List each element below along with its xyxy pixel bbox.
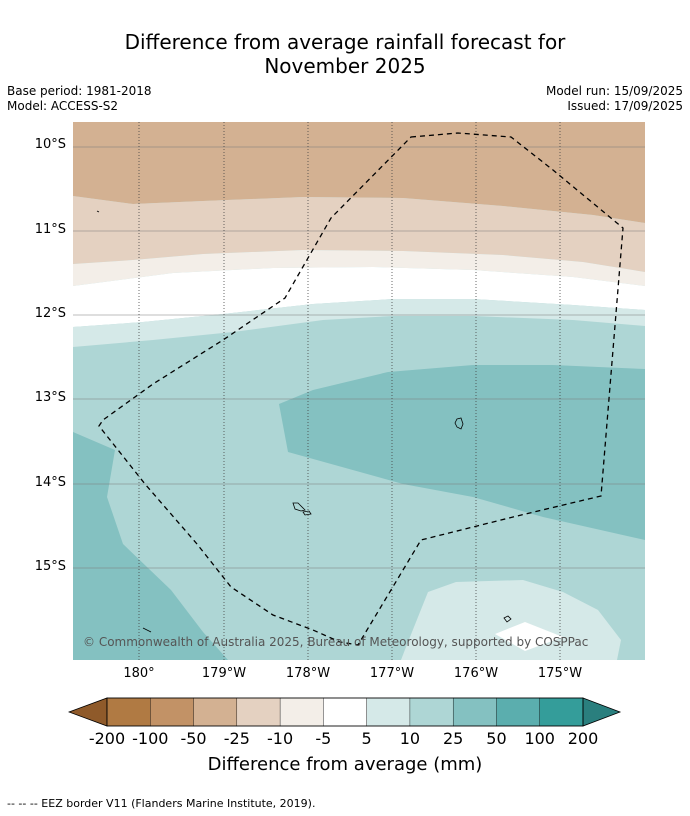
- colorbar-cell: [193, 697, 238, 727]
- colorbar-tick-label: 100: [524, 729, 555, 748]
- band-minus-10-5: [73, 250, 645, 286]
- colorbar-cell: [236, 697, 281, 727]
- issued-date: Issued: 17/09/2025: [567, 99, 683, 113]
- band-25-50-southwest: [73, 432, 228, 660]
- band-25-50-central: [279, 365, 645, 540]
- colorbar-arrow-left: [68, 697, 108, 727]
- legend-label: Difference from average (mm): [207, 754, 483, 775]
- lon-label-180: 180°: [123, 666, 155, 681]
- colorbar-cell: [106, 697, 151, 727]
- colorbar-tick-label: -200: [88, 729, 126, 748]
- title-line-1: Difference from average rainfall forecas…: [124, 30, 566, 54]
- lat-label-12s: 12°S: [34, 306, 66, 321]
- colorbar-arrow-right: [582, 697, 622, 727]
- colorbar-cells: [106, 697, 584, 727]
- colorbar-tick-label: 200: [567, 729, 599, 748]
- copyright-notice: © Commonwealth of Australia 2025, Bureau…: [83, 635, 589, 649]
- title-line-2: November 2025: [264, 54, 426, 78]
- colorbar-cell: [323, 697, 368, 727]
- lon-label-178w: 178°W: [285, 666, 331, 681]
- eez-footnote: -- -- -- EEZ border V11 (Flanders Marine…: [7, 797, 316, 810]
- island-west-a: [292, 502, 306, 512]
- meta-left: Base period: 1981-2018 Model: ACCESS-S2: [7, 84, 152, 114]
- map-svg: [73, 122, 645, 660]
- colorbar-tick-label: -100: [132, 729, 169, 748]
- island-south: [503, 615, 512, 623]
- colorbar-tick-label: 10: [399, 729, 421, 748]
- colorbar-tick-label: -50: [180, 729, 207, 748]
- colorbar-cell: [279, 697, 324, 727]
- eez-border: [98, 132, 624, 646]
- colorbar-tick-label: -10: [267, 729, 294, 748]
- band-neutral-south: [495, 622, 563, 651]
- colorbar-tick-label: -5: [315, 729, 332, 748]
- colorbar-tick-label: 50: [486, 729, 507, 748]
- lat-label-13s: 13°S: [34, 390, 66, 405]
- legend-colorbar: [68, 697, 622, 727]
- lat-label-11s: 11°S: [34, 222, 66, 237]
- colorbar-cell: [452, 697, 497, 727]
- chart-title: Difference from average rainfall forecas…: [0, 30, 690, 78]
- lat-gridlines: [73, 146, 645, 569]
- colorbar-cell: [366, 697, 411, 727]
- model-run: Model run: 15/09/2025: [545, 84, 683, 98]
- lat-label-10s: 10°S: [34, 137, 66, 152]
- rainfall-map: © Commonwealth of Australia 2025, Bureau…: [73, 122, 645, 660]
- colorbar-tick-label: 5: [361, 729, 372, 748]
- colorbar-cell: [150, 697, 195, 727]
- lat-label-14s: 14°S: [34, 475, 66, 490]
- band-minus-25-10: [73, 196, 645, 272]
- lon-label-179w: 179°W: [201, 666, 247, 681]
- band-5-10-south: [401, 580, 621, 660]
- colorbar-tick-label: -25: [223, 729, 250, 748]
- band-neutral: [73, 267, 645, 327]
- colorbar-cell: [496, 697, 541, 727]
- lon-label-177w: 177°W: [369, 666, 415, 681]
- island-west-b: [302, 510, 312, 516]
- lon-label-176w: 176°W: [453, 666, 499, 681]
- island-southwest: [142, 627, 152, 633]
- lat-label-15s: 15°S: [34, 559, 66, 574]
- colorbar-tick-label: 25: [442, 729, 464, 748]
- colorbar-cell: [409, 697, 454, 727]
- meta-right: Model run: 15/09/2025 Issued: 17/09/2025: [546, 84, 683, 114]
- island-north: [96, 210, 100, 213]
- lon-label-175w: 175°W: [537, 666, 583, 681]
- base-period: Base period: 1981-2018: [7, 84, 152, 98]
- colorbar-cell: [539, 697, 584, 727]
- islands: [96, 210, 512, 633]
- colorbar-frame: [106, 697, 584, 727]
- island-east: [454, 417, 464, 430]
- band-5-10-north: [73, 299, 645, 347]
- model-name: Model: ACCESS-S2: [7, 99, 119, 113]
